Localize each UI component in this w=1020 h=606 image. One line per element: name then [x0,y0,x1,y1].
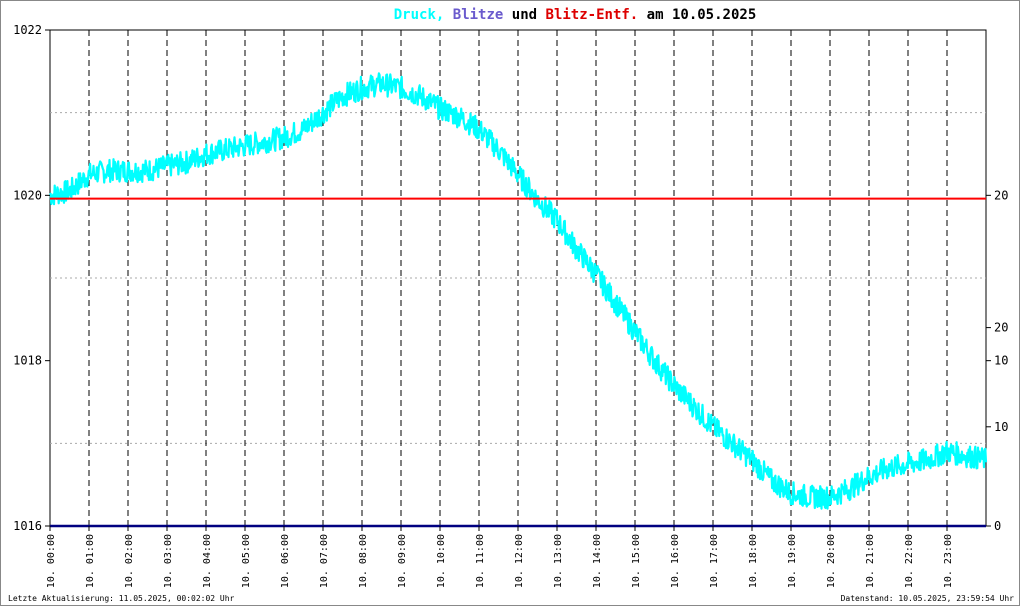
x-tick-label: 10. 20:00 [826,534,837,588]
pressure-series-line [48,72,988,510]
chart-title: Druck, Blitze und Blitz-Entf. am 10.05.2… [394,7,757,23]
x-tick-label: 10. 02:00 [124,534,135,588]
x-tick-label: 10. 11:00 [475,534,486,588]
y-right-distance-tick-label: 20 [994,321,1008,335]
footer-last-update: Letzte Aktualisierung: 11.05.2025, 00:02… [8,594,235,603]
x-tick-label: 10. 10:00 [436,534,447,588]
y-right-distance-tick-label: 10 [994,420,1008,434]
title-date: am 10.05.2025 [647,7,757,23]
x-tick-label: 10. 21:00 [865,534,876,588]
x-tick-label: 10. 17:00 [709,534,720,588]
x-tick-label: 10. 04:00 [202,534,213,588]
x-tick-label: 10. 07:00 [319,534,330,588]
x-tick-label: 10. 18:00 [748,534,759,588]
x-tick-label: 10. 15:00 [631,534,642,588]
x-tick-label: 10. 16:00 [670,534,681,588]
x-tick-label: 10. 13:00 [553,534,564,588]
x-tick-label: 10. 00:00 [46,534,57,588]
x-tick-label: 10. 03:00 [163,534,174,588]
x-tick-label: 10. 12:00 [514,534,525,588]
grid-layer [49,29,987,527]
x-tick-label: 10. 23:00 [943,534,954,588]
x-tick-label: 10. 06:00 [280,534,291,588]
x-tick-label: 10. 01:00 [85,534,96,588]
x-tick-label: 10. 08:00 [358,534,369,588]
y-left-tick-label: 1020 [13,188,42,202]
x-tick-label: 10. 19:00 [787,534,798,588]
footer-data-status: Datenstand: 10.05.2025, 23:59:54 Uhr [841,594,1015,603]
y-right-lightning-tick-label: 0 [994,519,1001,533]
title-blitze: Blitze [453,7,504,23]
x-tick-label: 10. 14:00 [592,534,603,588]
x-tick-label: 10. 22:00 [904,534,915,588]
title-und: und [512,7,537,23]
x-tick-label: 10. 05:00 [241,534,252,588]
y-right-lightning-tick-label: 10 [994,354,1008,368]
y-left-tick-label: 1022 [13,23,42,37]
title-blitz-entf: Blitz-Entf. [546,7,639,23]
x-tick-label: 10. 09:00 [397,534,408,588]
y-left-tick-label: 1018 [13,354,42,368]
axis-layer: 1022 1020 1018 1016 20 10 0 20 10 10. 00:00 10. 01… [13,23,1008,588]
y-left-tick-label: 1016 [13,519,42,533]
title-druck: Druck, [394,7,445,23]
y-right-lightning-tick-label: 20 [994,188,1008,202]
